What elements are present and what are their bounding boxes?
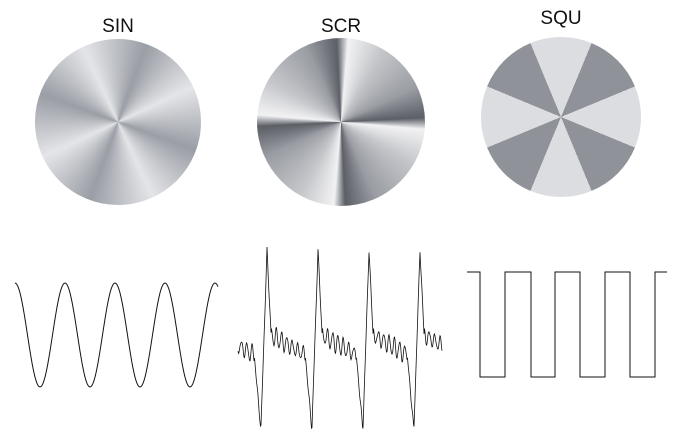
scr-disc — [257, 38, 425, 206]
scratch-wave — [237, 246, 443, 430]
sine-wave — [14, 282, 219, 388]
sin-disc — [35, 39, 201, 205]
scr-label: SCR — [320, 16, 362, 37]
sin-label: SIN — [102, 16, 134, 37]
squ-label: SQU — [540, 8, 582, 29]
square-wave — [467, 271, 667, 378]
squ-disc — [481, 37, 641, 197]
